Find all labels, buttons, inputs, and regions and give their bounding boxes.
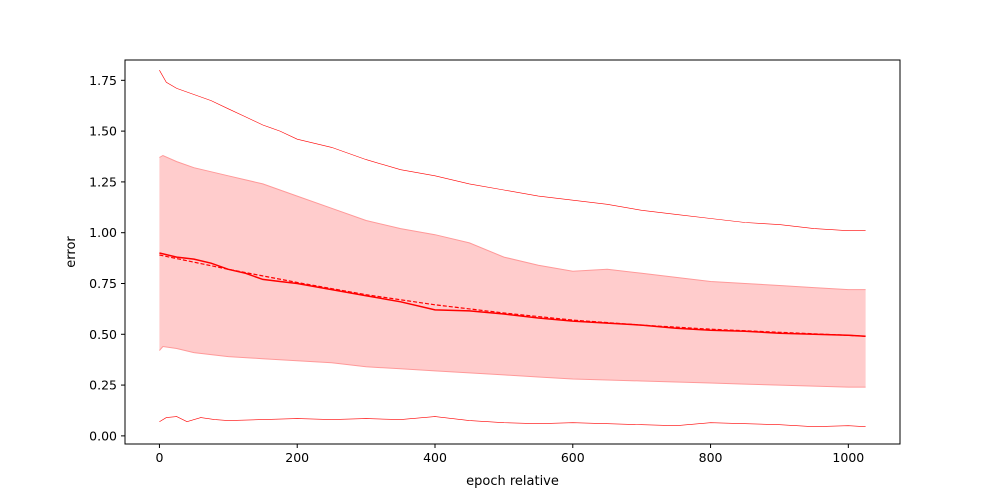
band-lower-edge: [159, 345, 866, 388]
y-tick-label: 1.00: [89, 225, 117, 240]
plot-area: [159, 70, 866, 428]
x-tick-label: 800: [699, 450, 723, 465]
x-axis-label: epoch relative: [466, 474, 559, 489]
band-upper-edge: [159, 154, 866, 291]
x-tick-label: 1000: [832, 450, 864, 465]
y-tick-label: 1.50: [89, 124, 117, 139]
y-tick-label: 0.25: [89, 378, 117, 393]
x-tick-label: 0: [155, 450, 163, 465]
x-tick-label: 600: [561, 450, 585, 465]
y-tick-label: 1.75: [89, 73, 117, 88]
x-tick-label: 400: [423, 450, 447, 465]
axis-ticks: 0 200 400 600 800 1000 0.00 0.25 0.50 0.75 1.00 1.2…: [89, 73, 864, 465]
y-axis-label: error: [64, 236, 79, 268]
series-mean-line: [159, 252, 866, 338]
series-min-line: [159, 416, 866, 428]
y-tick-label: 1.25: [89, 174, 117, 189]
axes-frame: [124, 59, 901, 445]
y-tick-label: 0.50: [89, 327, 117, 342]
series-max-line: [159, 70, 866, 231]
y-tick-label: 0.75: [89, 276, 117, 291]
series-fit-line: [159, 254, 866, 337]
x-tick-label: 200: [285, 450, 309, 465]
y-tick-label: 0.00: [89, 428, 117, 443]
